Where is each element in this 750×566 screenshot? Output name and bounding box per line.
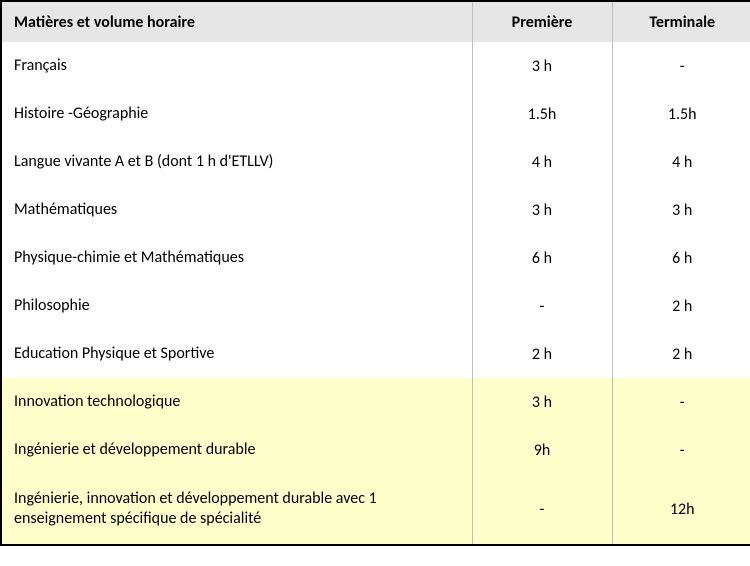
cell-subject: Physique-chimie et Mathématiques: [2, 234, 472, 282]
cell-premiere: 3 h: [472, 42, 612, 90]
cell-subject: Langue vivante A et B (dont 1 h d'ETLLV): [2, 138, 472, 186]
cell-premiere: 3 h: [472, 378, 612, 426]
cell-subject: Ingénierie et développement durable: [2, 426, 472, 474]
table-body: Français3 h-Histoire -Géographie1.5h1.5h…: [2, 42, 750, 544]
cell-terminale: 12h: [612, 474, 750, 544]
table-row: Français3 h-: [2, 42, 750, 90]
table-row: Philosophie-2 h: [2, 282, 750, 330]
cell-terminale: 2 h: [612, 330, 750, 378]
cell-subject: Histoire -Géographie: [2, 90, 472, 138]
hours-table-container: Matières et volume horaire Première Term…: [0, 0, 750, 546]
table-row: Langue vivante A et B (dont 1 h d'ETLLV)…: [2, 138, 750, 186]
cell-subject: Education Physique et Sportive: [2, 330, 472, 378]
table-header: Matières et volume horaire Première Term…: [2, 2, 750, 42]
cell-subject: Français: [2, 42, 472, 90]
cell-terminale: 4 h: [612, 138, 750, 186]
cell-premiere: -: [472, 282, 612, 330]
cell-subject: Mathématiques: [2, 186, 472, 234]
cell-premiere: 9h: [472, 426, 612, 474]
cell-premiere: -: [472, 474, 612, 544]
cell-premiere: 1.5h: [472, 90, 612, 138]
cell-premiere: 4 h: [472, 138, 612, 186]
table-row: Mathématiques3 h3 h: [2, 186, 750, 234]
cell-subject: Philosophie: [2, 282, 472, 330]
cell-terminale: 6 h: [612, 234, 750, 282]
cell-terminale: 3 h: [612, 186, 750, 234]
cell-premiere: 2 h: [472, 330, 612, 378]
cell-terminale: 2 h: [612, 282, 750, 330]
cell-terminale: 1.5h: [612, 90, 750, 138]
table-row: Ingénierie et développement durable9h-: [2, 426, 750, 474]
table-row: Innovation technologique3 h-: [2, 378, 750, 426]
cell-premiere: 6 h: [472, 234, 612, 282]
cell-subject: Innovation technologique: [2, 378, 472, 426]
cell-terminale: -: [612, 426, 750, 474]
col-header-subject: Matières et volume horaire: [2, 2, 472, 42]
col-header-terminale: Terminale: [612, 2, 750, 42]
cell-terminale: -: [612, 42, 750, 90]
cell-premiere: 3 h: [472, 186, 612, 234]
col-header-premiere: Première: [472, 2, 612, 42]
cell-terminale: -: [612, 378, 750, 426]
table-row: Histoire -Géographie1.5h1.5h: [2, 90, 750, 138]
cell-subject: Ingénierie, innovation et développement …: [2, 474, 472, 544]
table-row: Physique-chimie et Mathématiques6 h6 h: [2, 234, 750, 282]
hours-table: Matières et volume horaire Première Term…: [2, 2, 750, 544]
table-row: Education Physique et Sportive2 h2 h: [2, 330, 750, 378]
table-row: Ingénierie, innovation et développement …: [2, 474, 750, 544]
